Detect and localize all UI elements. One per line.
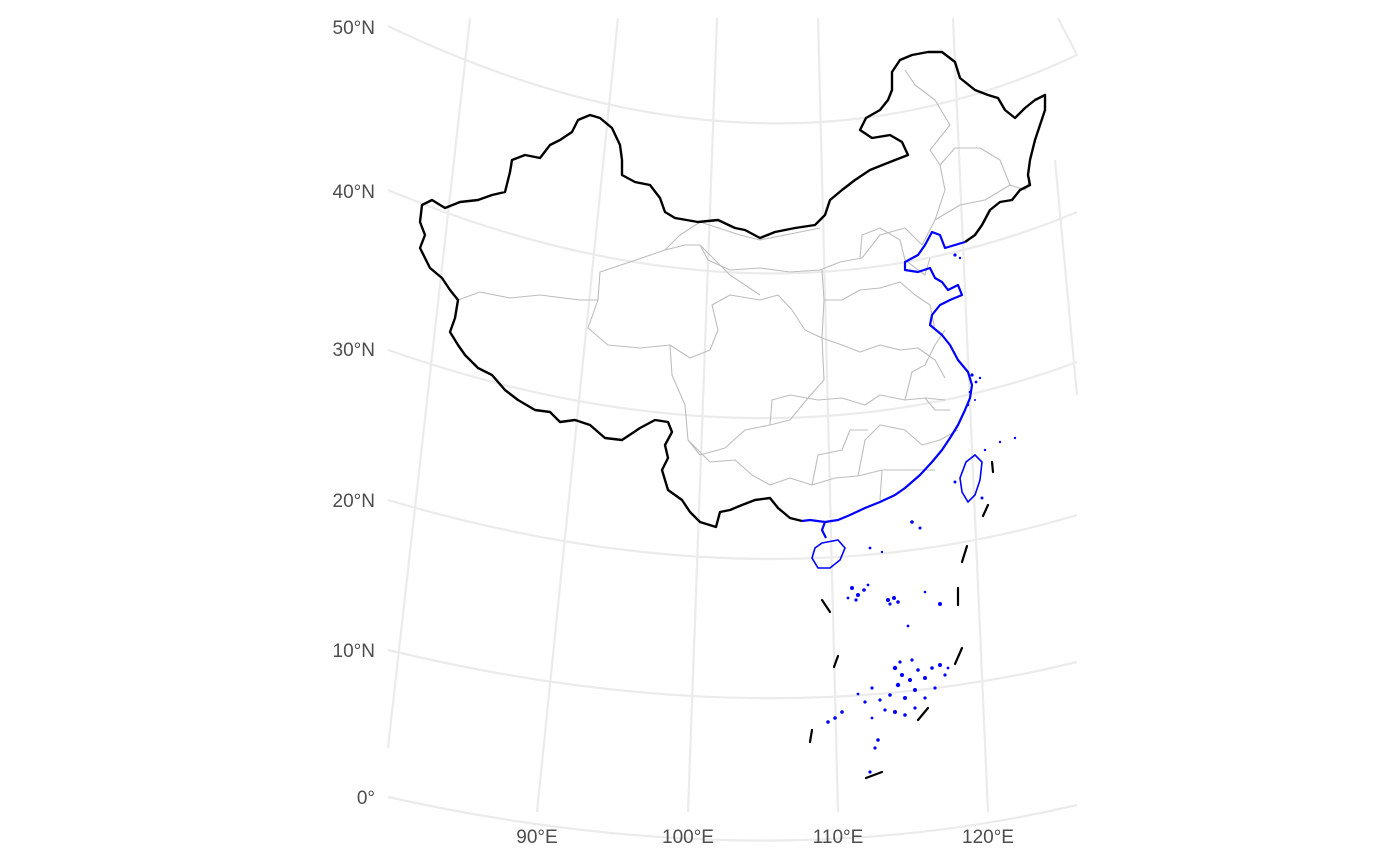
dash-7 xyxy=(864,770,884,780)
province-lines-east xyxy=(904,329,950,411)
meridian-80e xyxy=(386,17,472,749)
parallel-40n xyxy=(387,188,1078,275)
parallel-0 xyxy=(387,795,1078,842)
latitude-labels: 50°N 40°N 30°N 20°N 10°N 0° xyxy=(333,18,375,809)
coastal-islands xyxy=(868,253,1017,554)
lat-label-0: 0° xyxy=(357,788,375,809)
province-lines-yunnan-guizhou xyxy=(687,439,935,486)
province-lines-south xyxy=(857,424,959,477)
province-lines-south-2 xyxy=(811,429,883,501)
meridian-110e xyxy=(816,17,840,813)
meridian-90e xyxy=(535,17,620,813)
dash-3 xyxy=(960,544,969,564)
province-lines-central-2 xyxy=(821,337,946,379)
dash-6 xyxy=(916,706,930,722)
province-lines-hebei xyxy=(859,227,931,276)
south-china-sea-islands xyxy=(826,583,950,774)
graticule xyxy=(386,17,1079,842)
lon-label-100e: 100°E xyxy=(662,827,714,848)
dash-9 xyxy=(832,654,840,669)
leizhou-coast xyxy=(820,521,827,539)
lat-label-30n: 30°N xyxy=(333,340,375,361)
meridian-100e xyxy=(686,17,719,813)
province-lines-sichuan xyxy=(669,337,825,456)
province-lines-north xyxy=(824,281,936,331)
parallel-20n xyxy=(387,498,1078,561)
lon-label-120e: 120°E xyxy=(962,827,1014,848)
meridian-120e xyxy=(951,17,990,813)
lat-label-50n: 50°N xyxy=(333,18,375,39)
dash-10 xyxy=(820,598,832,614)
dash-5 xyxy=(953,646,964,666)
meridian-130e xyxy=(1057,17,1078,56)
lat-label-40n: 40°N xyxy=(333,182,375,203)
dash-8 xyxy=(808,728,814,744)
lon-label-110e: 110°E xyxy=(813,827,864,848)
dash-1 xyxy=(990,460,995,474)
longitude-labels: 90°E 100°E 110°E 120°E xyxy=(516,827,1014,848)
province-lines-northeast xyxy=(921,147,1031,246)
province-borders xyxy=(457,69,1031,501)
lon-label-90e: 90°E xyxy=(516,827,557,848)
lat-label-20n: 20°N xyxy=(333,491,375,512)
parallel-50n xyxy=(387,25,1078,125)
parallel-30n xyxy=(387,348,1078,420)
taiwan-island xyxy=(959,453,983,504)
province-lines-gansu xyxy=(664,221,821,296)
coastline xyxy=(801,230,974,524)
province-lines-heilongjiang xyxy=(904,69,1011,221)
province-lines-central xyxy=(769,394,946,426)
lat-label-10n: 10°N xyxy=(333,641,375,662)
nine-dash-line xyxy=(808,460,995,780)
province-lines-qinghai xyxy=(587,269,825,359)
country-border xyxy=(418,50,1047,529)
dash-2 xyxy=(981,503,990,518)
meridian-130e-lower xyxy=(1053,159,1079,396)
parallel-10n xyxy=(387,648,1078,700)
hainan-island xyxy=(811,539,846,569)
